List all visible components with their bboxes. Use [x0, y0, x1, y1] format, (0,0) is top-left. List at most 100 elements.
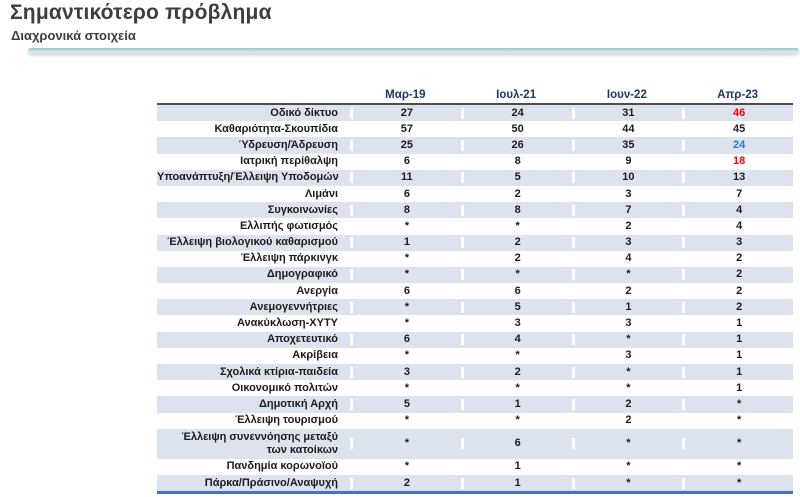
column-header-jul-21: Ιουλ-21 — [496, 88, 537, 101]
row-value: 4 — [460, 334, 572, 346]
table-row: Οδικό δίκτυο 27 24 31 46 — [157, 105, 793, 122]
row-label: Αποχετευτικό — [267, 333, 338, 346]
row-value: 1 — [460, 398, 572, 410]
table-row: Καθαριότητα-Σκουπίδια 57 50 44 45 — [157, 121, 793, 137]
row-label: Έλλειψη βιολογικού καθαρισμού — [167, 236, 338, 249]
row-value: 25 — [350, 139, 461, 151]
row-value: * — [350, 438, 461, 450]
row-label: Έλλειψη συνεννόησης μεταξύ των κατοίκων — [181, 430, 338, 456]
row-value: 3 — [571, 350, 683, 362]
row-value: 35 — [571, 139, 683, 151]
row-value: * — [350, 269, 461, 281]
row-value: * — [682, 477, 793, 489]
row-value: 31 — [571, 107, 683, 119]
row-value: 4 — [682, 204, 793, 216]
row-value: * — [571, 334, 683, 346]
table-row: Έλλειψη τουρισμού * * 2 * — [157, 413, 793, 429]
row-value: * — [350, 220, 461, 232]
row-value: 2 — [571, 220, 683, 232]
row-value: * — [571, 382, 683, 394]
table-header-row: Μαρ-19 Ιουλ-21 Ιουν-22 Απρ-23 — [157, 83, 793, 105]
row-value: 7 — [571, 204, 683, 216]
table-row: Ύδρευση/Άδρευση 25 26 35 24 — [157, 137, 793, 154]
row-value: 8 — [350, 204, 461, 216]
row-value: 1 — [460, 477, 572, 489]
page-title: Σημαντικότερο πρόβλημα — [10, 1, 272, 24]
row-value: 11 — [350, 172, 461, 184]
row-value: 2 — [682, 269, 793, 281]
table-row: Πανδημία κορωνοϊού * 1 * * — [157, 459, 793, 475]
row-value: * — [460, 350, 572, 362]
row-value: 57 — [350, 123, 461, 135]
table-row: Πάρκα/Πράσινο/Αναψυχή 2 1 * * — [157, 474, 793, 492]
row-value: 46 — [682, 107, 793, 119]
row-label: Έλλειψη τουρισμού — [235, 414, 338, 427]
table-row: Συγκοινωνίες 8 8 7 4 — [157, 202, 793, 219]
row-value: 1 — [682, 382, 793, 394]
row-value: 4 — [682, 220, 793, 232]
table-row: Υποανάπτυξη/Έλλειψη Υποδομών 11 5 10 13 — [157, 169, 793, 186]
row-value: * — [350, 382, 461, 394]
row-value: 2 — [350, 477, 461, 489]
row-value: 3 — [682, 237, 793, 249]
table-row: Δημοτική Αρχή 5 1 2 * — [157, 396, 793, 413]
row-value: 3 — [571, 188, 683, 200]
row-label: Ακρίβεια — [292, 349, 338, 362]
row-value: 24 — [682, 139, 793, 151]
row-value: * — [682, 415, 793, 427]
row-value: * — [682, 461, 793, 473]
row-value: 1 — [460, 461, 572, 473]
row-value: 1 — [682, 350, 793, 362]
row-value: 3 — [571, 237, 683, 249]
row-value: 5 — [460, 301, 572, 313]
row-value: 44 — [571, 123, 683, 135]
row-value: 3 — [460, 318, 572, 330]
row-value: * — [460, 220, 572, 232]
table-row: Ανεμογεννήτριες * 5 1 2 — [157, 299, 793, 316]
row-value: * — [682, 438, 793, 450]
row-value: 2 — [682, 301, 793, 313]
row-value: 1 — [571, 301, 683, 313]
row-value: 2 — [682, 253, 793, 265]
row-value: 7 — [682, 188, 793, 200]
row-value: 50 — [460, 123, 572, 135]
row-value: 26 — [460, 139, 572, 151]
row-label: Οδικό δίκτυο — [270, 106, 338, 119]
row-value: 8 — [460, 204, 572, 216]
row-value: 4 — [571, 253, 683, 265]
row-value: * — [350, 350, 461, 362]
title-divider — [28, 48, 799, 53]
table-row: Έλλειψη συνεννόησης μεταξύ των κατοίκων … — [157, 428, 793, 459]
table-row: Ελλιπής φωτισμός * * 2 4 — [157, 218, 793, 234]
row-value: 2 — [571, 285, 683, 297]
table-row: Ακρίβεια * * 3 1 — [157, 348, 793, 364]
row-value: 6 — [350, 188, 461, 200]
row-value: 1 — [682, 366, 793, 378]
row-value: * — [460, 269, 572, 281]
row-value: 45 — [682, 123, 793, 135]
row-label: Οικονομικό πολιτών — [231, 381, 338, 394]
table-row: Έλλειψη πάρκινγκ * 2 4 2 — [157, 251, 793, 267]
row-value: 10 — [571, 172, 683, 184]
row-label: Δημογραφικό — [266, 268, 338, 281]
table-row: Αποχετευτικό 6 4 * 1 — [157, 331, 793, 348]
problems-table: Μαρ-19 Ιουλ-21 Ιουν-22 Απρ-23 Οδικό δίκτ… — [157, 83, 793, 495]
row-value: 6 — [350, 285, 461, 297]
table-row: Δημογραφικό * * * 2 — [157, 266, 793, 284]
row-label: Συγκοινωνίες — [267, 203, 338, 216]
row-label: Πανδημία κορωνοϊού — [226, 460, 338, 473]
row-value: 3 — [571, 318, 683, 330]
row-label: Ύδρευση/Άδρευση — [238, 138, 338, 151]
column-header-apr-23: Απρ-23 — [717, 88, 759, 101]
table-row: Σχολικά κτίρια-παιδεία 3 2 * 1 — [157, 364, 793, 381]
row-value: 18 — [682, 156, 793, 168]
row-value: * — [571, 269, 683, 281]
row-label: Ανεργία — [296, 284, 338, 297]
row-value: * — [571, 477, 683, 489]
row-value: 8 — [460, 156, 572, 168]
row-value: * — [350, 318, 461, 330]
row-value: * — [350, 415, 461, 427]
row-label: Καθαριότητα-Σκουπίδια — [214, 122, 338, 135]
row-value: * — [350, 301, 461, 313]
